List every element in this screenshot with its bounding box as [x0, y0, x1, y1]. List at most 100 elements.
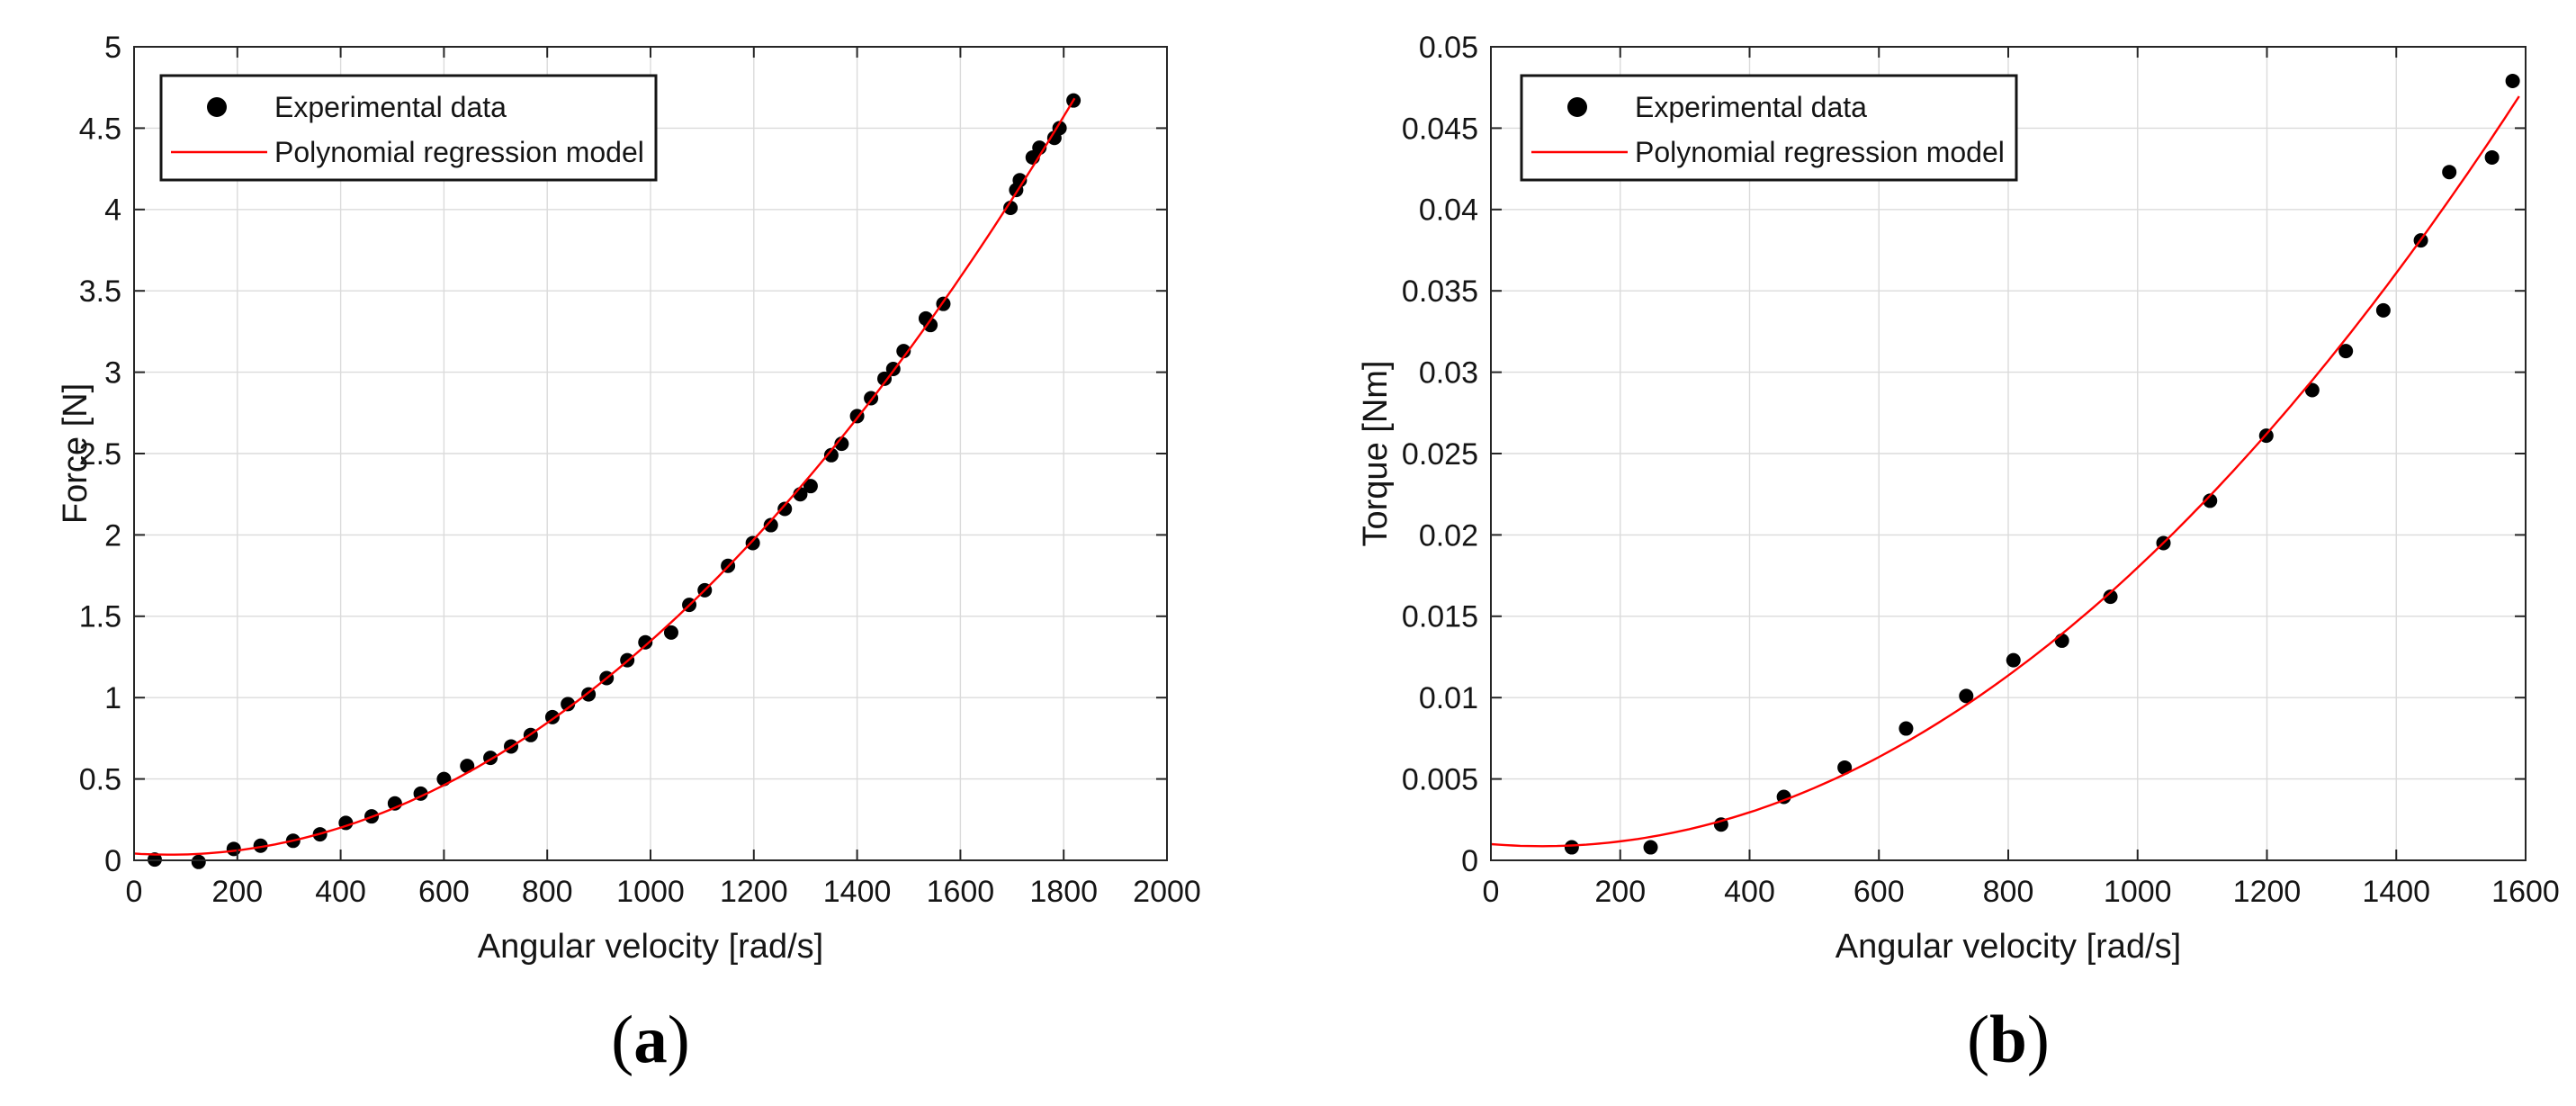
- caption-a: (a): [471, 1002, 830, 1079]
- x-axis-label-a: Angular velocity [rad/s]: [477, 928, 824, 966]
- y-tick-label: 0: [104, 844, 121, 878]
- data-point: [2006, 652, 2021, 668]
- legend-box: [159, 74, 658, 182]
- legend-label: Polynomial regression model: [1635, 136, 2005, 168]
- x-tick-label: 1000: [616, 875, 685, 909]
- x-axis-label-b: Angular velocity [rad/s]: [1835, 928, 2182, 966]
- x-tick-label: 1600: [2491, 875, 2560, 909]
- data-point: [1012, 173, 1028, 188]
- x-tick-label: 1600: [927, 875, 995, 909]
- legend-a: Experimental data Polynomial regression m…: [159, 74, 658, 182]
- data-point: [803, 479, 818, 494]
- x-tick-label: 1200: [720, 875, 788, 909]
- data-point: [191, 854, 206, 869]
- caption-a-letter: a: [633, 1003, 668, 1077]
- x-tick-label: 400: [315, 875, 366, 909]
- data-point: [460, 759, 475, 774]
- data-point: [2203, 493, 2218, 508]
- data-point: [2338, 344, 2354, 359]
- data-point: [561, 697, 576, 712]
- x-tick-label: 800: [522, 875, 573, 909]
- data-point: [763, 517, 778, 533]
- data-point: [2304, 382, 2320, 398]
- y-tick-label: 2: [104, 518, 121, 553]
- x-tick-label: 800: [1983, 875, 2034, 909]
- data-point: [1052, 121, 1067, 136]
- y-tick-label: 0.025: [1402, 437, 1478, 472]
- y-tick-label: 0: [1461, 844, 1478, 878]
- x-tick-label: 0: [126, 875, 143, 909]
- legend-label: Experimental data: [274, 91, 507, 123]
- caption-b-close: ): [2026, 1003, 2050, 1077]
- y-tick-label: 2.5: [79, 437, 121, 472]
- data-point: [1837, 760, 1853, 775]
- caption-a-open: (: [611, 1003, 634, 1077]
- y-tick-label: 0.05: [1419, 31, 1478, 65]
- legend-box: [1520, 74, 2018, 182]
- data-point: [2054, 633, 2069, 648]
- y-tick-label: 0.01: [1419, 681, 1478, 715]
- data-point: [834, 436, 849, 452]
- data-point: [1643, 840, 1658, 855]
- x-tick-label: 1200: [2233, 875, 2302, 909]
- y-tick-label: 4.5: [79, 112, 121, 146]
- y-tick-label: 0.5: [79, 763, 121, 797]
- y-tick-label: 4: [104, 193, 121, 228]
- data-point: [896, 344, 911, 359]
- legend-label: Polynomial regression model: [274, 136, 644, 168]
- caption-b-letter: b: [1989, 1003, 2027, 1077]
- caption-b-open: (: [1967, 1003, 1990, 1077]
- data-point: [1003, 200, 1019, 215]
- y-tick-label: 1: [104, 681, 121, 715]
- data-point: [2505, 73, 2520, 88]
- legend-b: Experimental data Polynomial regression m…: [1520, 74, 2018, 182]
- y-axis-label-b: Torque [Nm]: [1357, 360, 1395, 547]
- data-point: [745, 535, 760, 551]
- y-tick-label: 0.03: [1419, 356, 1478, 391]
- legend-label: Experimental data: [1635, 91, 1867, 123]
- x-tick-label: 600: [418, 875, 470, 909]
- y-tick-label: 0.04: [1419, 193, 1478, 228]
- data-point: [2103, 589, 2118, 605]
- data-point: [663, 625, 678, 640]
- data-point: [226, 841, 241, 857]
- data-point: [777, 501, 793, 517]
- data-point: [2442, 165, 2457, 180]
- y-tick-label: 0.015: [1402, 600, 1478, 634]
- x-tick-label: 2000: [1133, 875, 1201, 909]
- y-tick-label: 0.005: [1402, 763, 1478, 797]
- data-point: [823, 447, 839, 463]
- x-tick-label: 200: [211, 875, 263, 909]
- data-point: [1959, 688, 1974, 704]
- y-axis-label-a: Force [N]: [57, 382, 94, 525]
- data-point: [638, 634, 653, 650]
- data-point: [1564, 840, 1579, 855]
- regression-line: [134, 97, 1076, 856]
- legend-marker-swatch: [1567, 97, 1587, 117]
- y-tick-label: 3: [104, 356, 121, 391]
- x-tick-label: 1400: [823, 875, 892, 909]
- x-tick-label: 1000: [2104, 875, 2172, 909]
- y-tick-label: 0.035: [1402, 274, 1478, 309]
- x-tick-label: 200: [1594, 875, 1646, 909]
- y-tick-label: 1.5: [79, 600, 121, 634]
- data-point: [2375, 302, 2391, 318]
- caption-b: (b): [1828, 1002, 2188, 1079]
- plot-panel-a: 0 200 400 600 800 1000 1200 1400 1600 1800 2000 0 0.…: [79, 31, 1201, 909]
- data-point: [253, 838, 268, 853]
- x-tick-label: 1400: [2362, 875, 2430, 909]
- x-tick-label: 400: [1724, 875, 1775, 909]
- plot-panel-b: 0 200 400 600 800 1000 1200 1400 1600 0 0.005 0.01 0…: [1402, 31, 2560, 909]
- regression-line: [1491, 95, 2520, 848]
- data-point: [923, 318, 938, 333]
- x-tick-label: 1800: [1029, 875, 1098, 909]
- y-tick-label: 0.02: [1419, 518, 1478, 553]
- x-tick-label: 0: [1483, 875, 1500, 909]
- y-tick-label: 0.045: [1402, 112, 1478, 146]
- data-point: [1898, 721, 1914, 736]
- caption-a-close: ): [667, 1003, 690, 1077]
- y-tick-label: 5: [104, 31, 121, 65]
- legend-marker-swatch: [207, 97, 227, 117]
